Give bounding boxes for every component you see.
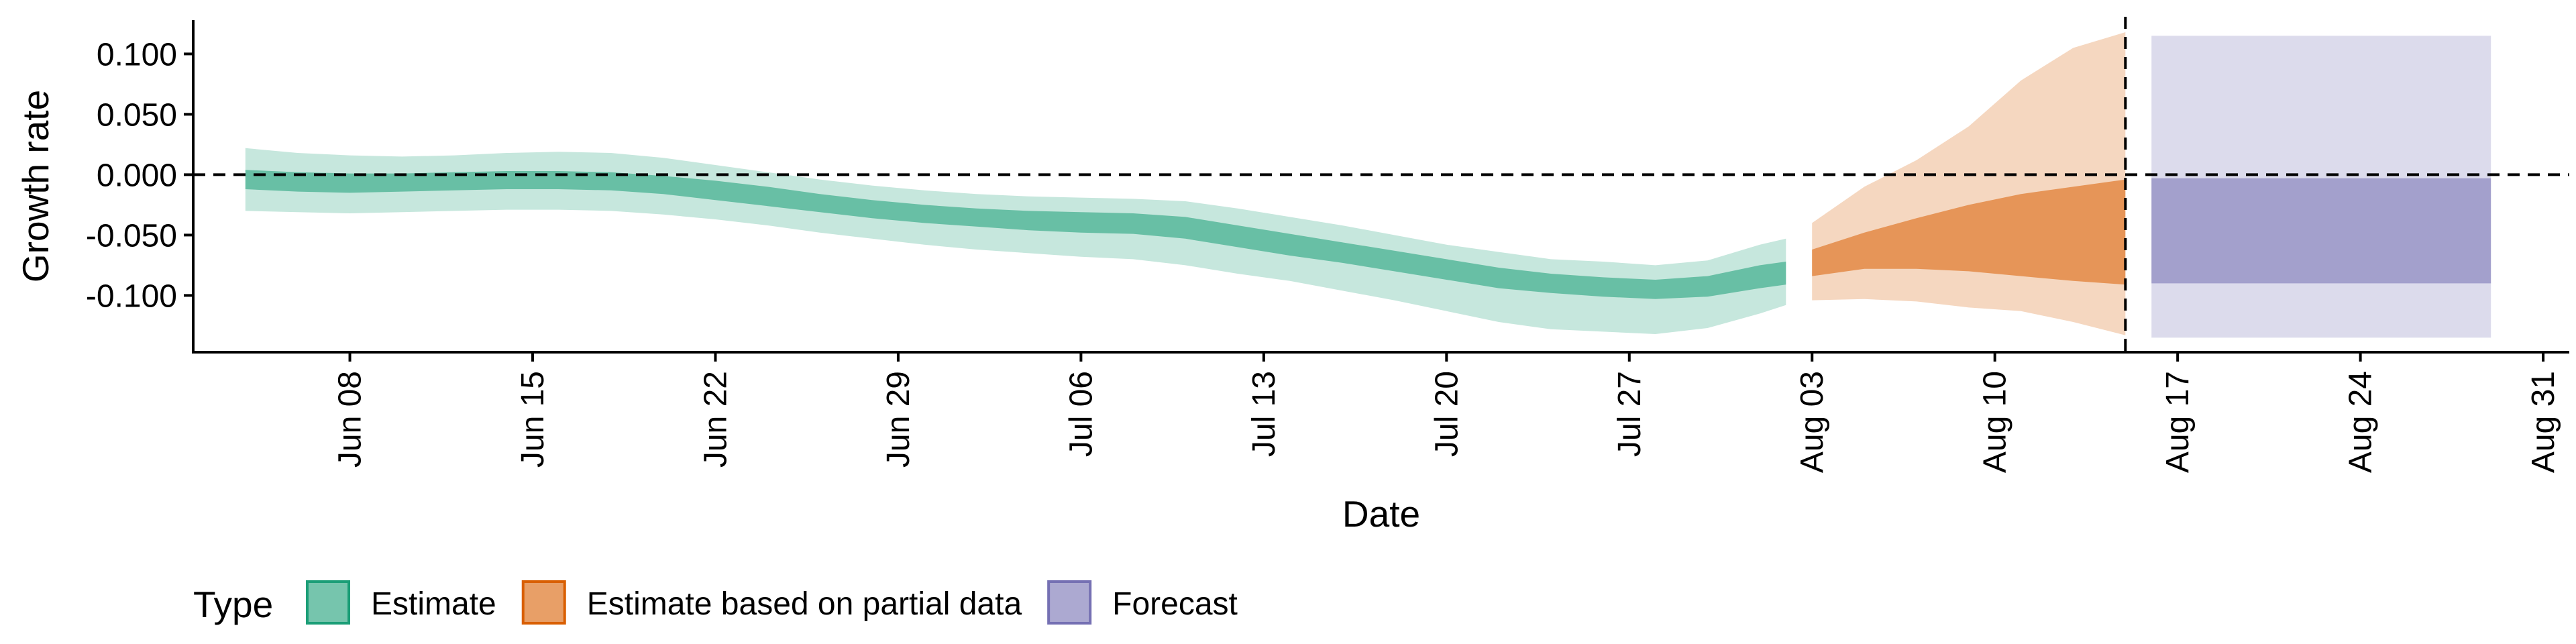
- estimate-based-on-partial-data-inner-band: [1812, 179, 2126, 285]
- series-forecast: [2151, 36, 2491, 338]
- legend-swatch-forecast: [1047, 580, 1092, 625]
- x-axis-ticks: Jun 08 Jun 15 Jun 22 Jun 29 Jul 06 Jul 13 Jul …: [333, 352, 2561, 473]
- x-axis-title: Date: [1342, 493, 1420, 535]
- series-estimate: [245, 148, 1786, 335]
- y-tick-label: 0.050: [97, 97, 177, 133]
- y-tick-label: 0.100: [97, 37, 177, 72]
- legend-title: Type: [193, 584, 273, 625]
- x-tick-label: Jul 06: [1063, 371, 1099, 457]
- legend-items: Estimate Estimate based on partial data Fo…: [306, 580, 1238, 625]
- legend-item-estimate-based-on-partial-data: Estimate based on partial data: [521, 580, 1022, 625]
- estimate-inner-band: [245, 170, 1786, 299]
- x-tick-label: Aug 31: [2526, 371, 2561, 473]
- y-tick-label: 0.000: [97, 158, 177, 193]
- legend-label-estimate: Estimate: [371, 586, 496, 622]
- x-tick-label: Jul 13: [1246, 371, 1282, 457]
- legend-label-estimate-based-on-partial-data: Estimate based on partial data: [587, 586, 1022, 622]
- y-tick-label: -0.100: [86, 278, 177, 314]
- legend-item-estimate: Estimate: [306, 580, 496, 625]
- y-tick-label: -0.050: [86, 218, 177, 254]
- x-tick-label: Jul 20: [1429, 371, 1464, 457]
- x-tick-label: Jun 15: [515, 371, 551, 468]
- reference-lines: [193, 17, 2569, 352]
- legend-swatch-estimate-based-on-partial-data: [521, 580, 566, 625]
- series-estimate-based-on-partial-data: [1812, 32, 2126, 335]
- x-tick-label: Jun 08: [333, 371, 368, 468]
- x-tick-label: Aug 24: [2343, 371, 2379, 473]
- series-bands: [245, 32, 2491, 338]
- estimate-outer-band: [245, 148, 1786, 335]
- legend-item-forecast: Forecast: [1047, 580, 1238, 625]
- y-axis-title: Growth rate: [15, 90, 56, 282]
- legend-label-forecast: Forecast: [1112, 586, 1238, 622]
- x-tick-label: Aug 10: [1978, 371, 2013, 473]
- x-tick-label: Aug 17: [2160, 371, 2196, 473]
- axes: 0.100 0.050 0.000 -0.050 -0.100 Jun 08 Jun 15…: [86, 20, 2569, 473]
- x-tick-label: Jun 29: [881, 371, 916, 468]
- x-tick-label: Jul 27: [1612, 371, 1648, 457]
- legend-swatch-estimate: [306, 580, 350, 625]
- forecast-inner-band: [2151, 178, 2491, 284]
- y-axis-ticks: 0.100 0.050 0.000 -0.050 -0.100: [86, 37, 193, 314]
- x-tick-label: Jun 22: [698, 371, 733, 468]
- x-tick-label: Aug 03: [1794, 371, 1830, 473]
- estimate-based-on-partial-data-outer-band: [1812, 32, 2126, 335]
- legend: Type Estimate Estimate based on partial d…: [193, 580, 1238, 625]
